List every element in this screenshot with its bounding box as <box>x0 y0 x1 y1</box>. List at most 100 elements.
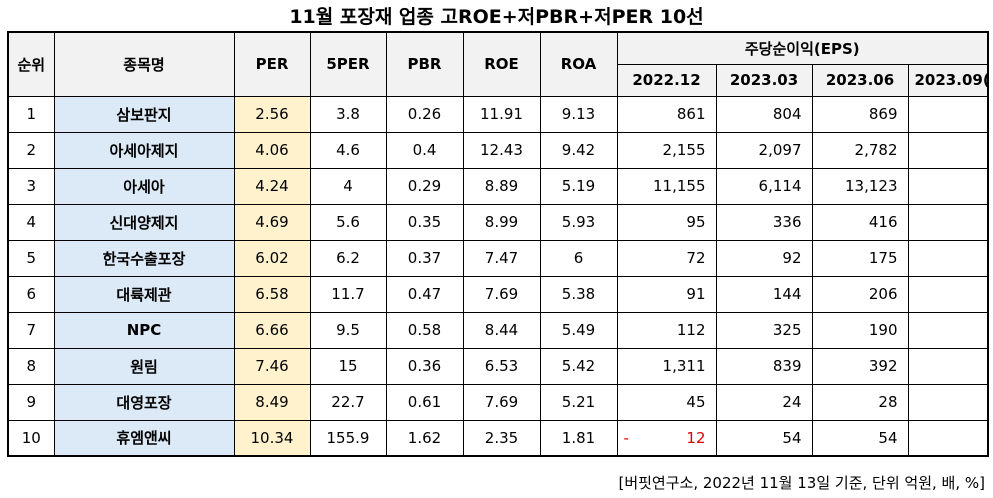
fper-cell: 4 <box>309 167 387 205</box>
rank-cell: 9 <box>7 383 55 421</box>
header-pbr: PBR <box>385 31 464 97</box>
roe-cell: 2.35 <box>462 419 541 457</box>
page-title: 11월 포장재 업종 고ROE+저PBR+저PER 10선 <box>289 6 704 28</box>
roa-cell: 5.38 <box>539 275 618 313</box>
eps-cell: 416 <box>811 203 909 241</box>
per-cell: 4.24 <box>233 167 311 205</box>
eps-cell: 190 <box>811 311 909 349</box>
roa-cell: 9.13 <box>539 95 618 133</box>
fper-cell: 5.6 <box>309 203 387 241</box>
table-row: 2 아세아제지 4.06 4.6 0.4 12.43 9.42 2,155 2,097 2,782 <box>7 131 989 169</box>
eps-cell: 72 <box>616 239 717 277</box>
stock-name-cell: 휴엠앤씨 <box>53 419 235 457</box>
eps-cell: 54 <box>715 419 813 457</box>
fper-cell: 6.2 <box>309 239 387 277</box>
pbr-cell: 1.62 <box>385 419 464 457</box>
per-cell: 10.34 <box>233 419 311 457</box>
roe-cell: 7.47 <box>462 239 541 277</box>
table-row: 5 한국수출포장 6.02 6.2 0.37 7.47 6 72 92 175 <box>7 239 989 277</box>
fper-cell: 22.7 <box>309 383 387 421</box>
roa-cell: 5.42 <box>539 347 618 385</box>
header-eps-period: 2023.03 <box>715 63 813 97</box>
eps-cell <box>907 311 989 349</box>
roa-cell: 1.81 <box>539 419 618 457</box>
eps-cell: 144 <box>715 275 813 313</box>
roe-cell: 6.53 <box>462 347 541 385</box>
eps-cell <box>907 419 989 457</box>
eps-cell: 2,155 <box>616 131 717 169</box>
roa-cell: 5.19 <box>539 167 618 205</box>
pbr-cell: 0.4 <box>385 131 464 169</box>
pbr-cell: 0.36 <box>385 347 464 385</box>
table-row: 4 신대양제지 4.69 5.6 0.35 8.99 5.93 95 336 416 <box>7 203 989 241</box>
header-roa: ROA <box>539 31 618 97</box>
eps-cell: 24 <box>715 383 813 421</box>
eps-cell <box>907 239 989 277</box>
eps-cell: 869 <box>811 95 909 133</box>
negative-sign: - <box>623 428 629 447</box>
eps-cell: 2,097 <box>715 131 813 169</box>
stock-name-cell: 아세아 <box>53 167 235 205</box>
eps-cell: 6,114 <box>715 167 813 205</box>
stock-name-cell: 대륙제관 <box>53 275 235 313</box>
rank-cell: 7 <box>7 311 55 349</box>
roa-cell: 9.42 <box>539 131 618 169</box>
fper-cell: 4.6 <box>309 131 387 169</box>
fper-cell: 3.8 <box>309 95 387 133</box>
pbr-cell: 0.37 <box>385 239 464 277</box>
table-row: 3 아세아 4.24 4 0.29 8.89 5.19 11,155 6,114 13,123 <box>7 167 989 205</box>
stock-name-cell: 신대양제지 <box>53 203 235 241</box>
stock-table: 순위 종목명 PER 5PER PBR ROE ROA 주당순이익(EPS) 2… <box>7 31 990 457</box>
per-cell: 8.49 <box>233 383 311 421</box>
pbr-cell: 0.61 <box>385 383 464 421</box>
fper-cell: 11.7 <box>309 275 387 313</box>
eps-cell: 112 <box>616 311 717 349</box>
rank-cell: 2 <box>7 131 55 169</box>
header-row-periods: 2022.12 2023.03 2023.06 2023.09(E) <box>8 63 989 97</box>
header-name: 종목명 <box>53 31 235 97</box>
eps-cell <box>907 95 989 133</box>
source-note: [버핏연구소, 2022년 11월 13일 기준, 단위 억원, 배, %] <box>618 474 985 492</box>
per-cell: 6.58 <box>233 275 311 313</box>
eps-cell: - 12 <box>616 419 717 457</box>
eps-cell: 45 <box>616 383 717 421</box>
table-row: 8 원림 7.46 15 0.36 6.53 5.42 1,311 839 392 <box>7 347 989 385</box>
per-cell: 6.66 <box>233 311 311 349</box>
eps-cell: 92 <box>715 239 813 277</box>
header-eps-group: 주당순이익(EPS) <box>616 31 989 65</box>
eps-cell: 11,155 <box>616 167 717 205</box>
header-eps-period: 2023.09(E) <box>907 63 989 97</box>
roe-cell: 8.44 <box>462 311 541 349</box>
eps-cell <box>907 275 989 313</box>
pbr-cell: 0.26 <box>385 95 464 133</box>
eps-cell <box>907 203 989 241</box>
header-rank: 순위 <box>7 31 55 97</box>
fper-cell: 9.5 <box>309 311 387 349</box>
fper-cell: 15 <box>309 347 387 385</box>
rank-cell: 1 <box>7 95 55 133</box>
eps-cell: 392 <box>811 347 909 385</box>
rank-cell: 3 <box>7 167 55 205</box>
rank-cell: 8 <box>7 347 55 385</box>
stock-name-cell: 삼보판지 <box>53 95 235 133</box>
eps-cell: 1,311 <box>616 347 717 385</box>
stock-name-cell: 한국수출포장 <box>53 239 235 277</box>
eps-cell: 28 <box>811 383 909 421</box>
roe-cell: 7.69 <box>462 275 541 313</box>
table-row: 1 삼보판지 2.56 3.8 0.26 11.91 9.13 861 804 869 <box>7 95 989 133</box>
roa-cell: 5.93 <box>539 203 618 241</box>
roe-cell: 12.43 <box>462 131 541 169</box>
eps-cell <box>907 167 989 205</box>
pbr-cell: 0.58 <box>385 311 464 349</box>
eps-cell: 336 <box>715 203 813 241</box>
per-cell: 4.06 <box>233 131 311 169</box>
eps-cell: 13,123 <box>811 167 909 205</box>
eps-cell: 839 <box>715 347 813 385</box>
header-roe: ROE <box>462 31 541 97</box>
eps-cell: 175 <box>811 239 909 277</box>
header-row: 순위 종목명 PER 5PER PBR ROE ROA 주당순이익(EPS) <box>7 31 989 97</box>
roa-cell: 5.49 <box>539 311 618 349</box>
table-row: 10 휴엠앤씨 10.34 155.9 1.62 2.35 1.81- 12 54 54 <box>7 419 989 457</box>
eps-cell: 91 <box>616 275 717 313</box>
table-row: 7 NPC 6.66 9.5 0.58 8.44 5.49 112 325 190 <box>7 311 989 349</box>
